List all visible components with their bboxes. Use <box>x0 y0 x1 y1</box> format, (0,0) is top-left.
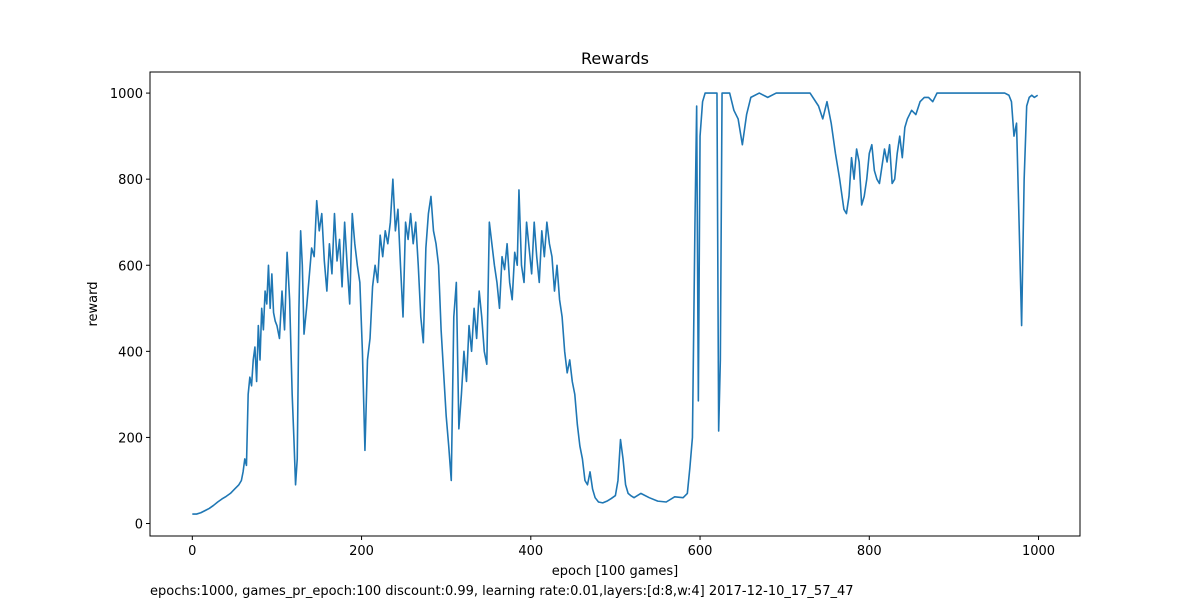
caption: epochs:1000, games_pr_epoch:100 discount… <box>150 584 854 599</box>
y-axis-label: reward <box>86 281 101 326</box>
x-tick-label: 800 <box>857 544 882 559</box>
y-tick-label: 0 <box>135 518 143 533</box>
x-tick-label: 400 <box>518 544 543 559</box>
plot-frame <box>149 71 1081 537</box>
y-tick-label: 800 <box>118 173 143 188</box>
x-axis-label: epoch [100 games] <box>552 564 678 579</box>
y-tick-label: 1000 <box>110 87 143 102</box>
y-tick-label: 600 <box>118 259 143 274</box>
x-tick-label: 200 <box>349 544 374 559</box>
y-tick-label: 200 <box>118 431 143 446</box>
x-tick-label: 1000 <box>1022 544 1055 559</box>
line-series <box>192 92 1039 515</box>
x-tick-label: 0 <box>188 544 196 559</box>
x-tick-label: 600 <box>688 544 713 559</box>
y-tick-label: 400 <box>118 345 143 360</box>
chart-title: Rewards <box>581 49 649 68</box>
